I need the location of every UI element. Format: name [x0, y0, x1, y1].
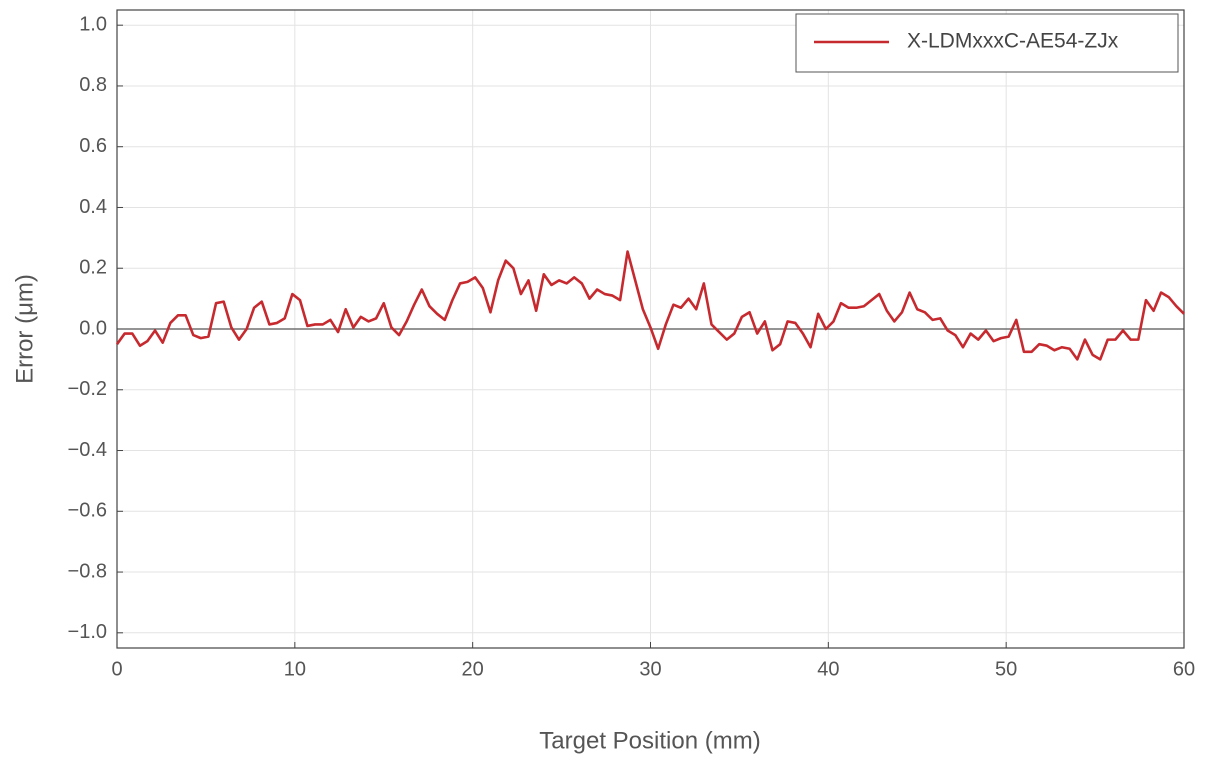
y-tick-label: 0.2 [79, 257, 107, 279]
y-tick-label: −0.8 [68, 560, 107, 582]
y-tick-label: −1.0 [68, 621, 107, 643]
x-tick-label: 0 [111, 658, 122, 680]
y-axis-label: Error (μm) [11, 274, 38, 384]
x-tick-label: 50 [995, 658, 1017, 680]
x-axis-label: Target Position (mm) [539, 727, 760, 754]
y-tick-label: −0.2 [68, 378, 107, 400]
x-tick-label: 30 [639, 658, 661, 680]
x-tick-label: 40 [817, 658, 839, 680]
x-tick-label: 20 [462, 658, 484, 680]
y-tick-label: 0.8 [79, 74, 107, 96]
y-tick-label: 1.0 [79, 13, 107, 35]
data-line [115, 250, 1185, 361]
x-tick-label: 60 [1173, 658, 1195, 680]
y-tick-label: 0.4 [79, 196, 107, 218]
y-tick-label: −0.6 [68, 500, 107, 522]
x-tick-label: 10 [284, 658, 306, 680]
y-tick-label: 0.6 [79, 135, 107, 157]
legend-label: X-LDMxxxC-AE54-ZJx [907, 30, 1119, 53]
y-tick-label: −0.4 [68, 439, 107, 461]
y-tick-label: 0.0 [79, 317, 107, 339]
plot-frame [116, 9, 1185, 649]
legend: X-LDMxxxC-AE54-ZJx [795, 13, 1179, 73]
